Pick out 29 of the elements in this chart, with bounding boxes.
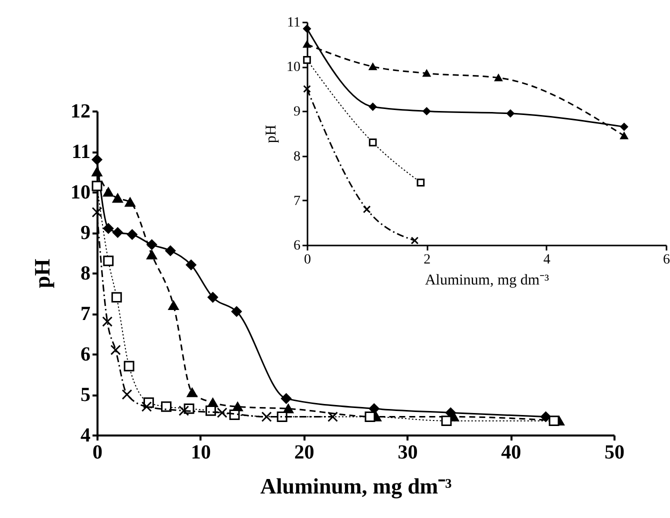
y-tick-label: 9 — [294, 104, 300, 120]
y-tick-label: 9 — [80, 222, 90, 244]
y-tick-label: 10 — [286, 60, 300, 76]
x-tick-label: 0 — [92, 442, 102, 464]
x-tick-label: 6 — [663, 252, 670, 268]
x-tick-label: 30 — [398, 442, 418, 464]
y-axis-title: pH — [264, 124, 280, 144]
x-tick-label: 0 — [304, 252, 311, 268]
x-axis-title: Aluminum, mg dm⁻³ — [424, 272, 550, 288]
y-tick-label: 11 — [287, 16, 300, 30]
x-tick-label: 4 — [543, 252, 550, 268]
y-tick-label: 10 — [70, 182, 90, 204]
y-tick-label: 8 — [80, 262, 90, 284]
x-tick-label: 10 — [190, 442, 211, 464]
x-tick-label: 40 — [501, 442, 522, 464]
y-tick-label: 7 — [80, 303, 90, 325]
y-tick-label: 12 — [70, 100, 90, 122]
y-tick-label: 11 — [72, 141, 90, 163]
y-tick-label: 8 — [294, 149, 300, 164]
y-tick-label: 6 — [294, 238, 300, 254]
y-tick-label: 5 — [80, 384, 90, 406]
x-tick-label: 50 — [604, 442, 624, 464]
y-tick-label: 7 — [294, 194, 300, 209]
y-tick-label: 6 — [80, 344, 90, 366]
x-tick-label: 20 — [294, 442, 314, 464]
y-axis-title: pH — [30, 258, 54, 288]
y-tick-label: 4 — [80, 424, 90, 446]
x-axis-title: Aluminum, mg dm⁻³ — [260, 474, 452, 498]
x-tick-label: 2 — [424, 252, 431, 268]
